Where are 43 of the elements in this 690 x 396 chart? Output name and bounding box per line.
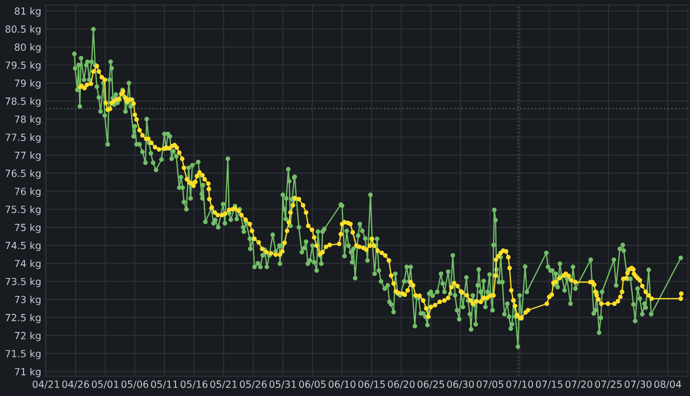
x-tick-label: 06/05 bbox=[299, 380, 326, 389]
y-tick-label: 71 kg bbox=[14, 368, 40, 378]
y-tick-label: 71.5 kg bbox=[6, 350, 40, 360]
x-tick-label: 05/31 bbox=[269, 380, 296, 389]
x-tick-label: 08/04 bbox=[654, 380, 682, 389]
y-tick-label: 75 kg bbox=[14, 224, 40, 233]
x-tick-label: 05/01 bbox=[92, 380, 118, 389]
y-tick-label: 77 kg bbox=[14, 151, 40, 161]
y-tick-label: 73 kg bbox=[14, 296, 40, 306]
x-tick-label: 06/25 bbox=[418, 380, 444, 389]
x-tick-label: 07/20 bbox=[566, 380, 592, 389]
y-tick-label: 72 kg bbox=[14, 332, 40, 342]
x-tick-label: 04/26 bbox=[62, 380, 90, 389]
y-tick-label: 76.5 kg bbox=[6, 169, 40, 179]
y-tick-label: 80 kg bbox=[14, 43, 40, 53]
x-tick-label: 04/21 bbox=[32, 380, 60, 389]
x-tick-label: 06/10 bbox=[328, 380, 356, 389]
y-tick-label: 78 kg bbox=[14, 115, 40, 125]
x-tick-label: 07/05 bbox=[476, 380, 504, 389]
y-tick-label: 74 kg bbox=[14, 260, 40, 270]
y-tick-label: 75.5 kg bbox=[6, 206, 40, 215]
x-tick-label: 05/16 bbox=[180, 380, 208, 389]
x-tick-label: 06/20 bbox=[388, 380, 415, 389]
y-tick-label: 79.5 kg bbox=[6, 61, 40, 71]
x-tick-label: 05/26 bbox=[240, 380, 267, 389]
x-tick-label: 07/10 bbox=[506, 380, 534, 389]
y-tick-label: 79 kg bbox=[14, 79, 40, 89]
y-tick-label: 72.5 kg bbox=[6, 314, 40, 324]
y-tick-label: 77.5 kg bbox=[6, 133, 40, 143]
x-tick-label: 06/15 bbox=[358, 380, 385, 389]
x-tick-label: 05/06 bbox=[121, 380, 148, 389]
y-tick-label: 78.5 kg bbox=[6, 97, 40, 107]
y-tick-label: 80.5 kg bbox=[5, 25, 40, 35]
y-tick-label: 81 kg bbox=[14, 7, 40, 17]
x-tick-label: 07/15 bbox=[536, 380, 562, 389]
y-tick-label: 73.5 kg bbox=[6, 278, 40, 288]
x-tick-label: 06/30 bbox=[447, 380, 474, 389]
x-tick-label: 07/25 bbox=[595, 380, 622, 389]
x-tick-label: 05/11 bbox=[151, 380, 178, 389]
y-tick-label: 74.5 kg bbox=[6, 242, 40, 252]
y-tick-label: 76 kg bbox=[14, 188, 40, 197]
x-tick-label: 05/21 bbox=[210, 380, 237, 389]
x-tick-label: 07/30 bbox=[624, 380, 652, 389]
